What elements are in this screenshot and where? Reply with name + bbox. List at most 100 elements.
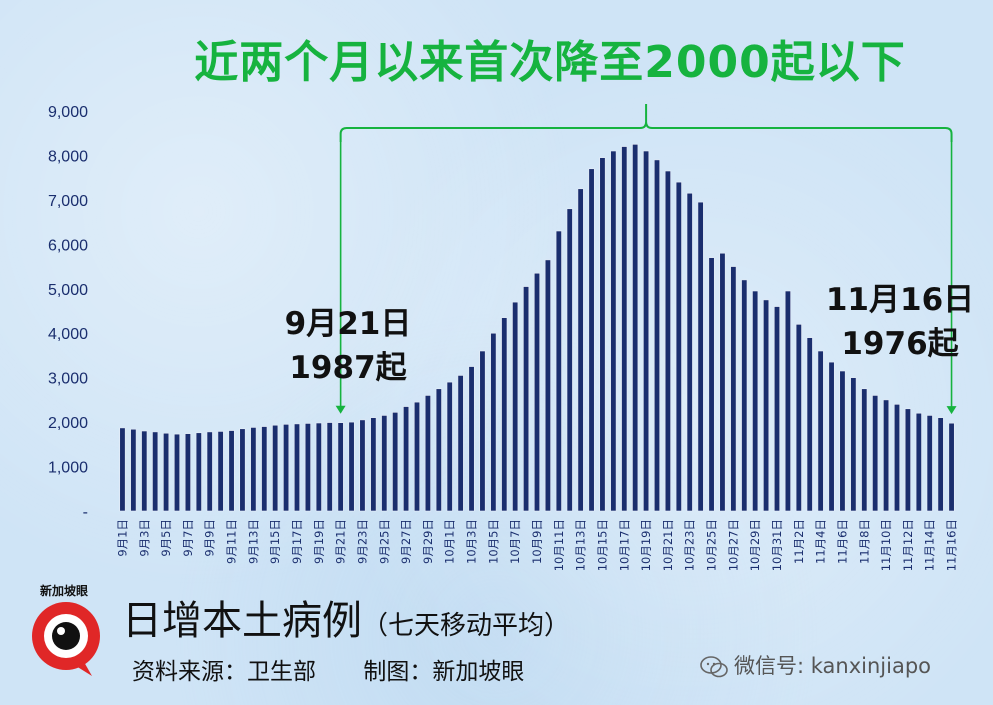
bar	[315, 422, 322, 512]
bar	[544, 259, 551, 512]
bar	[763, 299, 770, 512]
x-axis-labels: 9月1日 9月3日 9月5日 9月7日 9月9日 9月11日 9月13日 9月15日 9月17日…	[116, 519, 959, 571]
bar	[588, 168, 595, 512]
x-tick-label: 10月23日	[683, 519, 697, 571]
bar	[195, 432, 202, 512]
bar	[217, 431, 224, 512]
x-tick-label: 10月27日	[726, 519, 740, 571]
bar	[261, 426, 268, 512]
bar	[872, 395, 879, 512]
x-tick-label: 11月8日	[857, 519, 871, 564]
y-tick-label: 7,000	[48, 193, 88, 210]
x-tick-label: 9月17日	[290, 519, 304, 564]
y-tick-label: 5,000	[48, 282, 88, 299]
bar	[348, 421, 355, 512]
bar	[653, 159, 661, 512]
x-tick-label: 10月15日	[596, 519, 610, 571]
source-text: 资料来源：卫生部	[132, 659, 316, 685]
bar	[283, 424, 290, 512]
x-tick-label: 9月29日	[421, 519, 435, 564]
x-tick-label: 11月12日	[901, 519, 915, 571]
annotation-left-count: 1987起	[289, 350, 407, 386]
bar	[468, 366, 475, 512]
footer-main: 日增本土病例	[122, 598, 362, 644]
x-tick-label: 10月31日	[770, 519, 784, 571]
wechat-watermark: 微信号: kanxinjiapo	[700, 650, 931, 680]
x-tick-label: 11月14日	[923, 519, 937, 571]
bar	[861, 388, 868, 512]
bar	[643, 150, 650, 512]
x-tick-label: 9月23日	[356, 519, 370, 564]
bar	[370, 417, 377, 512]
wechat-icon	[700, 656, 728, 678]
x-tick-label: 10月21日	[661, 519, 675, 571]
bar	[828, 361, 835, 512]
y-tick-label: -	[83, 504, 88, 521]
x-tick-label: 9月19日	[312, 519, 326, 564]
x-tick-label: 10月5日	[486, 519, 500, 564]
x-tick-label: 9月5日	[159, 519, 173, 557]
bar	[675, 181, 682, 512]
bar	[533, 272, 541, 512]
x-tick-label: 10月13日	[574, 519, 588, 571]
x-tick-label: 10月29日	[748, 519, 762, 571]
y-tick-label: 2,000	[48, 415, 88, 432]
bar	[457, 375, 464, 512]
y-tick-label: 4,000	[48, 326, 88, 343]
bar	[773, 306, 781, 512]
maker-text: 制图：新加坡眼	[363, 659, 525, 685]
x-tick-label: 11月16日	[945, 519, 959, 571]
annotation-right-date: 11月16日	[825, 282, 975, 318]
bar	[435, 388, 442, 512]
x-tick-label: 9月1日	[116, 519, 130, 557]
bar	[119, 427, 126, 512]
x-tick-label: 11月10日	[879, 519, 893, 571]
bar	[523, 286, 530, 512]
bar	[577, 188, 584, 512]
annotation-right-count: 1976起	[841, 326, 959, 362]
y-tick-label: 6,000	[48, 237, 88, 254]
x-tick-label: 9月13日	[246, 519, 260, 564]
y-tick-label: 1,000	[48, 460, 88, 477]
annotation-right: 11月16日 1976起	[820, 278, 980, 366]
range-bracket	[335, 104, 957, 415]
range-brace	[339, 104, 953, 142]
x-tick-label: 10月3日	[465, 519, 479, 564]
logo-text: 新加坡眼	[40, 584, 89, 598]
x-tick-label: 9月9日	[203, 519, 217, 557]
bar	[152, 431, 159, 512]
bar	[228, 430, 235, 512]
bar	[206, 431, 213, 512]
x-tick-label: 9月7日	[181, 519, 195, 557]
x-tick-label: 9月27日	[399, 519, 413, 564]
bar	[239, 428, 246, 512]
bar	[337, 422, 344, 512]
bar	[948, 422, 955, 512]
bar	[392, 412, 399, 512]
bar	[850, 377, 857, 512]
bar	[293, 423, 301, 512]
bar	[719, 252, 726, 512]
bar	[512, 301, 519, 512]
x-tick-label: 10月17日	[617, 519, 631, 571]
logo-icon	[32, 602, 100, 676]
x-tick-label: 9月21日	[334, 519, 348, 564]
y-tick-label: 9,000	[48, 104, 88, 121]
bar	[730, 266, 737, 512]
x-tick-label: 9月11日	[225, 519, 239, 564]
arrow-head-start	[335, 405, 346, 414]
x-tick-label: 9月25日	[377, 519, 391, 564]
x-tick-label: 11月6日	[836, 519, 850, 564]
bar	[632, 144, 639, 512]
bar	[250, 427, 257, 512]
x-tick-label: 10月7日	[508, 519, 522, 564]
x-tick-label: 9月3日	[137, 519, 151, 557]
bar	[403, 406, 410, 512]
bar	[566, 208, 573, 512]
bar	[708, 257, 715, 512]
footer-subtitle: （七天移动平均）	[362, 611, 571, 641]
bar	[163, 432, 170, 512]
x-tick-label: 10月11日	[552, 519, 566, 571]
annotation-left-date: 9月21日	[284, 306, 412, 342]
